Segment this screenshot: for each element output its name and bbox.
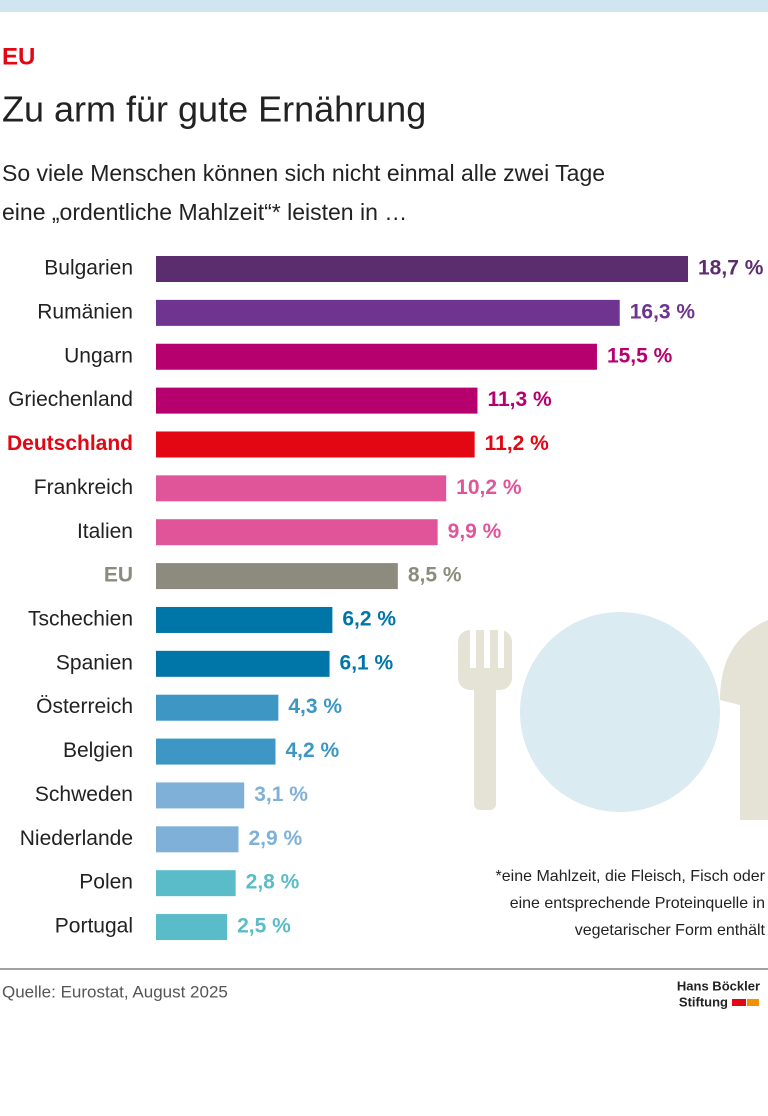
bar xyxy=(156,387,478,414)
value-label: 16,3 % xyxy=(630,300,696,323)
value-label: 8,5 % xyxy=(408,564,462,587)
value-label: 10,2 % xyxy=(456,476,522,499)
value-label: 11,2 % xyxy=(485,432,550,455)
footnote: vegetarischer Form enthält xyxy=(575,922,766,939)
logo-mark xyxy=(732,999,746,1006)
value-label: 2,8 % xyxy=(246,871,300,894)
bar xyxy=(156,606,333,633)
top-strip xyxy=(0,0,768,12)
category-label: Schweden xyxy=(35,783,133,806)
bar xyxy=(156,738,276,765)
value-label: 11,3 % xyxy=(487,388,552,411)
bar xyxy=(156,343,597,370)
bar xyxy=(156,563,398,590)
bar xyxy=(156,256,688,282)
value-label: 2,9 % xyxy=(249,827,303,850)
bar xyxy=(156,475,447,502)
value-label: 18,7 % xyxy=(698,257,764,280)
bar xyxy=(156,519,438,546)
footnote: eine entsprechende Proteinquelle in xyxy=(510,895,765,912)
category-label: Italien xyxy=(77,520,133,543)
category-label: Niederlande xyxy=(20,827,133,850)
chart-title: Zu arm für gute Ernährung xyxy=(2,89,426,130)
bar xyxy=(156,870,236,897)
value-label: 15,5 % xyxy=(607,344,673,367)
bar xyxy=(156,782,245,809)
category-label: Spanien xyxy=(56,651,133,674)
logo-text: Hans Böckler xyxy=(677,978,760,993)
value-label: 4,2 % xyxy=(285,739,339,762)
bar xyxy=(156,826,239,853)
value-label: 4,3 % xyxy=(288,695,342,718)
category-label: Rumänien xyxy=(37,300,133,323)
bar xyxy=(156,650,330,677)
category-label: Griechenland xyxy=(8,388,133,411)
logo-text: Stiftung xyxy=(679,994,728,1009)
kicker: EU xyxy=(2,43,35,70)
value-label: 6,2 % xyxy=(342,608,396,631)
bar xyxy=(156,694,279,721)
category-label: Österreich xyxy=(36,695,133,718)
category-label: Portugal xyxy=(55,915,133,938)
category-label: Tschechien xyxy=(28,608,133,631)
value-label: 6,1 % xyxy=(340,651,394,674)
value-label: 2,5 % xyxy=(237,915,291,938)
source: Quelle: Eurostat, August 2025 xyxy=(2,982,228,1001)
value-label: 9,9 % xyxy=(448,520,502,543)
bar xyxy=(156,431,475,458)
plate-illustration xyxy=(458,612,768,820)
logo-mark xyxy=(747,999,759,1006)
category-label: EU xyxy=(104,564,133,587)
footnote: *eine Mahlzeit, die Fleisch, Fisch oder xyxy=(496,868,766,885)
subtitle: So viele Menschen können sich nicht einm… xyxy=(2,160,605,186)
category-label: Polen xyxy=(79,871,133,894)
category-label: Bulgarien xyxy=(44,257,133,280)
category-label: Belgien xyxy=(63,739,133,762)
bar xyxy=(156,914,228,941)
subtitle: eine „ordentliche Mahlzeit“* leisten in … xyxy=(2,199,407,225)
value-label: 3,1 % xyxy=(254,783,308,806)
category-label: Frankreich xyxy=(34,476,133,499)
bar xyxy=(156,299,620,326)
category-label: Ungarn xyxy=(64,344,133,367)
category-label: Deutschland xyxy=(7,432,133,455)
